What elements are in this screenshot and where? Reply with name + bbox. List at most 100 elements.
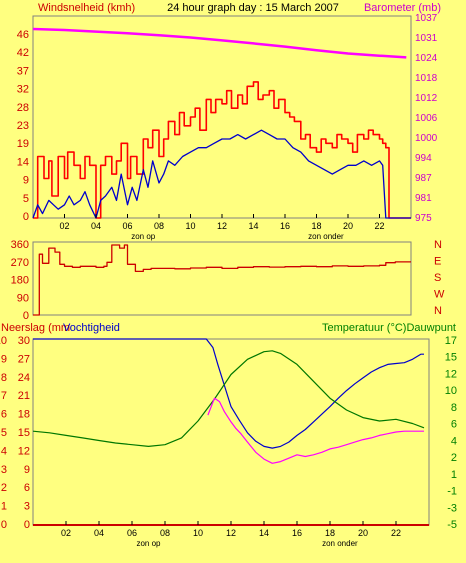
- wind-tick-label: 19: [17, 138, 29, 150]
- x-tick-label: 10: [193, 528, 203, 538]
- sunrise-label: zon op: [131, 232, 156, 241]
- barometer-tick-label: 1018: [415, 73, 438, 84]
- x-tick-label: 02: [61, 528, 71, 538]
- wind-tick-label: 0: [23, 211, 29, 223]
- x-tick-label: 08: [160, 528, 170, 538]
- rain-tick-label: 4: [1, 445, 7, 457]
- wind-tick-label: 23: [17, 120, 29, 132]
- temperature-tick-label: 15: [445, 352, 457, 364]
- barometer-tick-label: 1031: [415, 33, 438, 44]
- x-tick-label: 10: [185, 221, 195, 231]
- sunset-label-bottom: zon onder: [322, 539, 358, 548]
- x-tick-label: 18: [325, 528, 335, 538]
- rain-humidity-panel-frame: [32, 338, 430, 526]
- wind-barometer-series: [32, 27, 411, 219]
- barometer-tick-label: 994: [415, 153, 432, 164]
- compass-tick-label: S: [434, 272, 441, 284]
- x-tick-label: 04: [91, 221, 101, 231]
- temperature-line: [32, 350, 425, 447]
- wind-tick-label: 9: [23, 175, 29, 187]
- humidity-tick-label: 12: [18, 445, 30, 457]
- x-tick-label: 18: [311, 221, 321, 231]
- wind-tick-label: 42: [17, 47, 29, 59]
- wind-gust-line: [33, 81, 411, 219]
- dewpoint-line: [207, 397, 424, 464]
- rain-tick-label: 9: [1, 353, 7, 365]
- humidity-tick-label: 9: [24, 464, 30, 476]
- wind-tick-label: 5: [23, 193, 29, 205]
- humidity-tick-label: 0: [24, 519, 30, 531]
- barometer-ticks: 975 981 987 994 1000 1006 1012 1018 1024 1031 1037: [415, 13, 438, 224]
- x-tick-label: 20: [358, 528, 368, 538]
- humidity-tick-label: 27: [18, 353, 30, 365]
- direction-series: [33, 244, 411, 316]
- humidity-line: [33, 338, 424, 449]
- x-tick-label: 14: [259, 528, 269, 538]
- temperature-tick-label: -3: [447, 502, 457, 514]
- rain-tick-label: 10: [0, 335, 7, 347]
- direction-panel-frame: [32, 241, 412, 316]
- humidity-tick-label: 21: [18, 390, 30, 402]
- chart-title: 24 hour graph day : 15 March 2007: [167, 2, 339, 14]
- x-tick-label: 12: [217, 221, 227, 231]
- compass-tick-label: N: [434, 239, 442, 251]
- humidity-ticks: 0 3 6 9 12 15 18 21 24 27 30: [18, 335, 30, 531]
- x-tick-label: 22: [374, 221, 384, 231]
- x-tick-label: 08: [154, 221, 164, 231]
- temperature-tick-label: 6: [451, 419, 457, 431]
- wind-panel-x-ticks: 02 04 06 08 10 12 14 16 18 20 22: [59, 214, 385, 231]
- barometer-line: [32, 27, 407, 59]
- x-tick-label: 16: [292, 528, 302, 538]
- humidity-tick-label: 24: [18, 372, 30, 384]
- rain-ticks: 0 1 2 3 4 5 6 7 8 9 10: [0, 335, 7, 531]
- barometer-tick-label: 1012: [415, 93, 438, 104]
- direction-tick-label: 0: [23, 310, 29, 322]
- rain-tick-label: 6: [1, 409, 7, 421]
- wind-tick-label: 37: [17, 65, 29, 77]
- direction-tick-label: 180: [11, 275, 29, 287]
- direction-tick-label: 360: [11, 239, 29, 251]
- x-tick-label: 02: [59, 221, 69, 231]
- x-tick-label: 12: [226, 528, 236, 538]
- temperature-tick-label: 8: [451, 402, 457, 414]
- rain-tick-label: 0: [1, 519, 7, 531]
- humidity-axis-title: Vochtigheid: [63, 322, 120, 334]
- temperature-tick-label: 2: [451, 452, 457, 464]
- temperature-tick-label: 12: [445, 368, 457, 380]
- wind-average-line: [32, 129, 411, 219]
- x-tick-label: 22: [391, 528, 401, 538]
- rain-tick-label: 3: [1, 464, 7, 476]
- x-tick-label: 04: [94, 528, 104, 538]
- temperature-tick-label: -5: [447, 519, 457, 531]
- wind-direction-line: [33, 244, 411, 316]
- sunset-label: zon onder: [308, 232, 344, 241]
- direction-degree-ticks: 0 90 180 270 360: [11, 239, 29, 322]
- x-tick-label: 06: [122, 221, 132, 231]
- humidity-tick-label: 18: [18, 409, 30, 421]
- compass-tick-label: W: [434, 289, 445, 301]
- wind-axis-title: Windsnelheid (kmh): [38, 2, 135, 14]
- barometer-tick-label: 981: [415, 193, 432, 204]
- barometer-tick-label: 987: [415, 173, 432, 184]
- humidity-tick-label: 30: [18, 335, 30, 347]
- barometer-tick-label: 1037: [415, 13, 438, 24]
- humidity-tick-label: 6: [24, 482, 30, 494]
- rain-tick-label: 8: [1, 372, 7, 384]
- barometer-axis-title: Barometer (mb): [364, 2, 441, 14]
- direction-tick-label: 90: [17, 292, 29, 304]
- rain-panel-x-ticks: 02 04 06 08 10 12 14 16 18 20 22: [61, 521, 401, 538]
- wind-tick-label: 32: [17, 84, 29, 96]
- x-tick-label: 16: [280, 221, 290, 231]
- wind-tick-label: 14: [17, 156, 29, 168]
- humidity-tick-label: 15: [18, 427, 30, 439]
- temperature-tick-label: 10: [445, 385, 457, 397]
- rain-tick-label: 2: [1, 482, 7, 494]
- temperature-tick-label: 17: [445, 335, 457, 347]
- rain-tick-label: 7: [1, 390, 7, 402]
- wind-speed-ticks: 0 5 9 14 19 23 28 32 37 42 46: [17, 29, 29, 223]
- x-tick-label: 14: [248, 221, 258, 231]
- sunrise-label-bottom: zon op: [136, 539, 161, 548]
- rain-tick-label: 5: [1, 427, 7, 439]
